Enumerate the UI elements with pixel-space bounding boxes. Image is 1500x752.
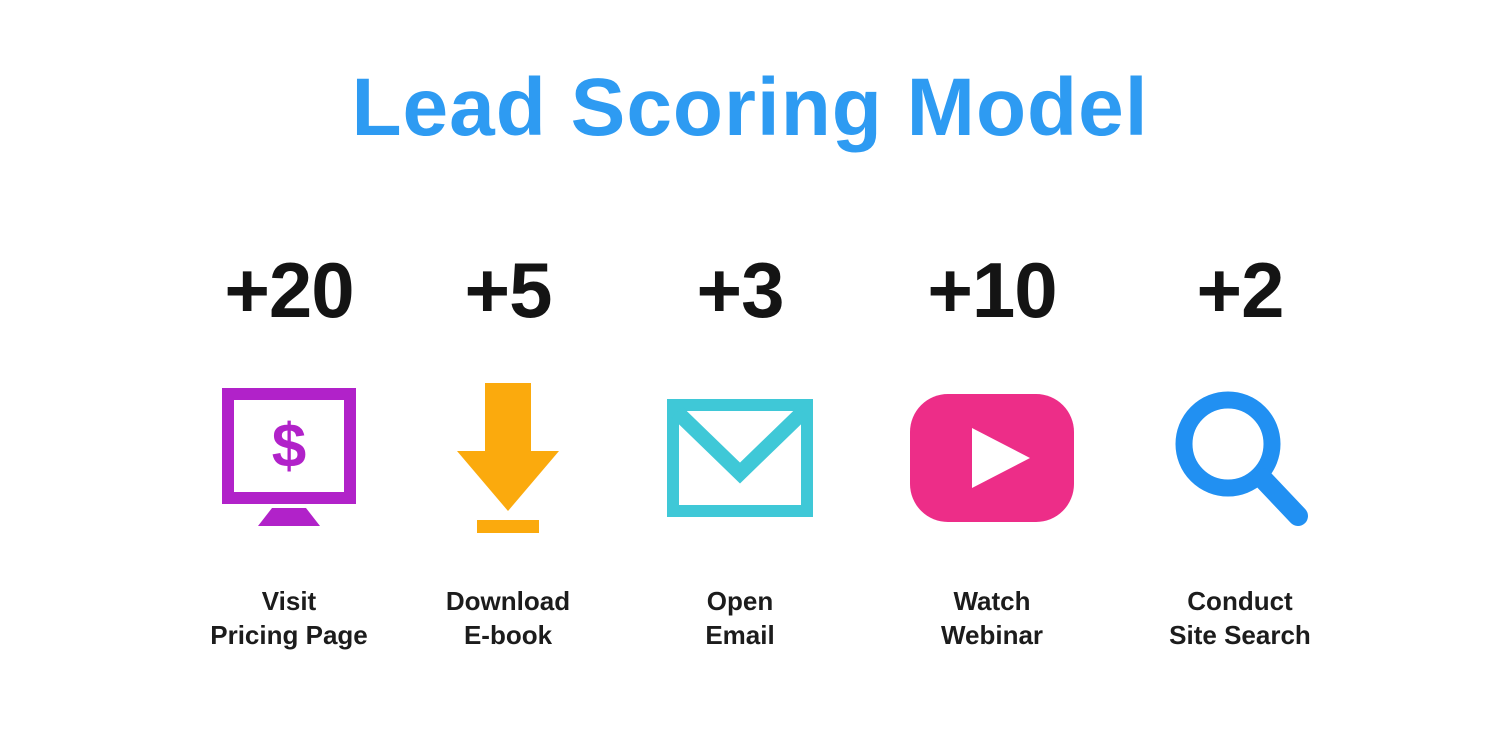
score-value: +5 — [464, 246, 553, 334]
score-label: Conduct Site Search — [1120, 585, 1360, 653]
video-play-icon — [872, 388, 1112, 528]
score-label-line2: Pricing Page — [210, 619, 368, 650]
score-label: Watch Webinar — [872, 585, 1112, 653]
download-arrow-icon — [388, 383, 628, 533]
score-label-line1: Open — [706, 586, 774, 616]
monitor-dollar-icon: $ — [169, 388, 409, 528]
score-label-line2: E-book — [463, 619, 553, 650]
magnifier-icon — [1120, 388, 1360, 528]
svg-text:$: $ — [272, 412, 306, 481]
scoring-item-conduct-site-search: +2 Conduct Site Search — [1120, 240, 1360, 670]
scoring-item-watch-webinar: +10 Watch Webinar — [872, 240, 1112, 670]
scoring-item-visit-pricing-page: +20 $ Visit Pricing Page — [169, 240, 409, 670]
scoring-item-download-ebook: +5 Download E-book — [388, 240, 628, 670]
score-value: +20 — [224, 246, 354, 334]
score-label-line2: Email — [705, 619, 775, 650]
envelope-icon — [620, 388, 860, 528]
score-label: Open Email — [620, 585, 860, 653]
page-title: Lead Scoring Model — [351, 62, 1149, 153]
score-label: Visit Pricing Page — [169, 585, 409, 653]
score-label-line2: Webinar — [940, 619, 1044, 650]
scoring-item-open-email: +3 Open Email — [620, 240, 860, 670]
score-value: +2 — [1196, 246, 1285, 334]
score-label: Download E-book — [388, 585, 628, 653]
score-label-line1: Watch — [953, 586, 1031, 616]
score-label-line1: Visit — [261, 586, 317, 616]
score-value: +3 — [696, 246, 785, 334]
score-label-line2: Site Search — [1169, 619, 1311, 650]
score-label-line1: Download — [445, 586, 571, 616]
score-label-line1: Conduct — [1187, 586, 1293, 616]
score-value: +10 — [927, 246, 1057, 334]
